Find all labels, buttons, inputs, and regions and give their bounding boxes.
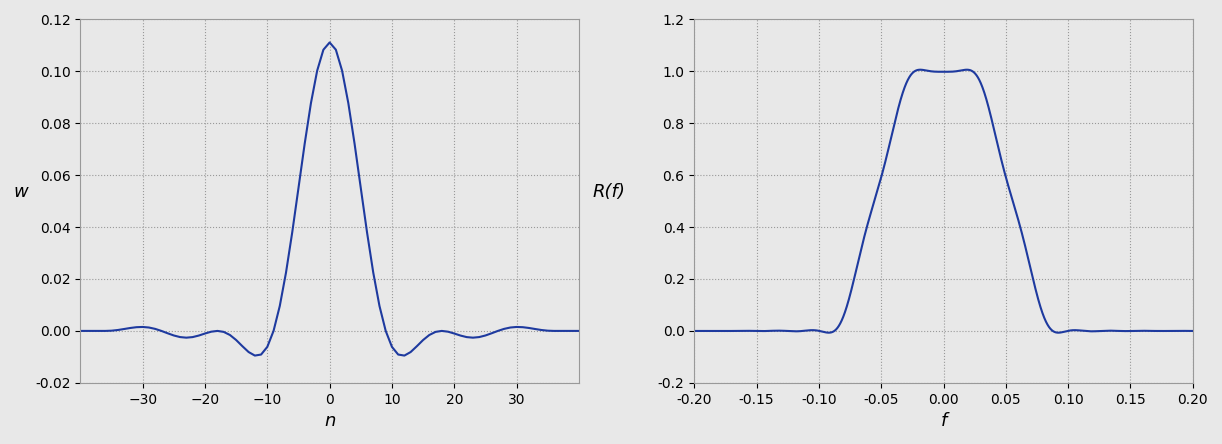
- X-axis label: f: f: [941, 412, 947, 430]
- X-axis label: n: n: [324, 412, 335, 430]
- Y-axis label: R(f): R(f): [593, 183, 626, 201]
- Y-axis label: w: w: [13, 183, 28, 201]
